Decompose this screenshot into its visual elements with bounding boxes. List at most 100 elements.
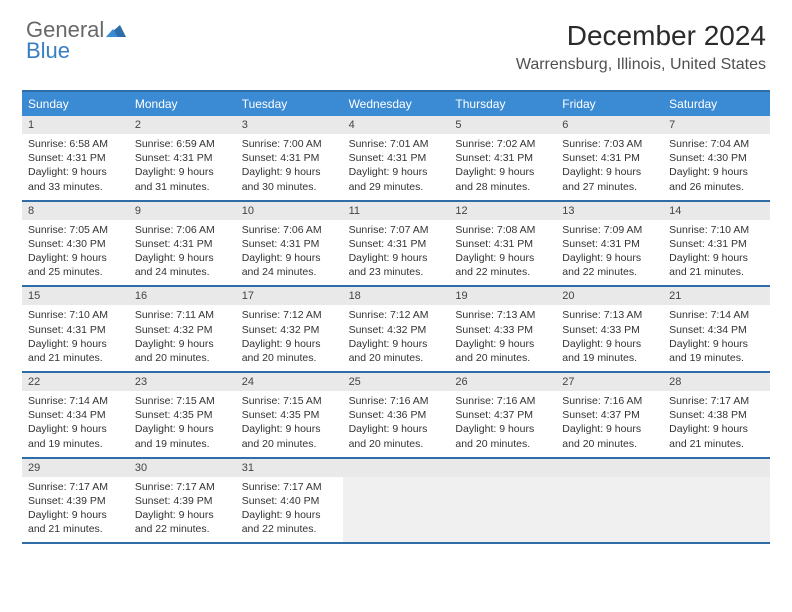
daylight-line-2: and 24 minutes.	[129, 265, 236, 279]
daylight-line-2: and 20 minutes.	[129, 351, 236, 365]
day-number: 18	[343, 287, 450, 305]
sunrise-line: Sunrise: 7:06 AM	[236, 223, 343, 237]
sunrise-line: Sunrise: 7:03 AM	[556, 137, 663, 151]
calendar-cell: 25Sunrise: 7:16 AMSunset: 4:36 PMDayligh…	[343, 373, 450, 457]
day-number: 5	[449, 116, 556, 134]
calendar-week: 22Sunrise: 7:14 AMSunset: 4:34 PMDayligh…	[22, 373, 770, 459]
calendar-cell: 11Sunrise: 7:07 AMSunset: 4:31 PMDayligh…	[343, 202, 450, 286]
header: General Blue December 2024 Warrensburg, …	[0, 0, 792, 80]
daylight-line-1: Daylight: 9 hours	[343, 422, 450, 436]
daylight-line-2: and 20 minutes.	[449, 437, 556, 451]
logo-bottom: Blue	[26, 41, 126, 62]
day-number: 16	[129, 287, 236, 305]
brand-logo: General Blue	[26, 20, 126, 62]
calendar-cell: 7Sunrise: 7:04 AMSunset: 4:30 PMDaylight…	[663, 116, 770, 200]
daylight-line-1: Daylight: 9 hours	[663, 251, 770, 265]
calendar-week: 29Sunrise: 7:17 AMSunset: 4:39 PMDayligh…	[22, 459, 770, 545]
sunrise-line: Sunrise: 7:13 AM	[556, 308, 663, 322]
sunrise-line: Sunrise: 7:05 AM	[22, 223, 129, 237]
daylight-line-2: and 20 minutes.	[343, 351, 450, 365]
day-number: 27	[556, 373, 663, 391]
day-number: 7	[663, 116, 770, 134]
daylight-line-1: Daylight: 9 hours	[449, 165, 556, 179]
day-number: 3	[236, 116, 343, 134]
sunset-line: Sunset: 4:31 PM	[449, 151, 556, 165]
calendar-body: 1Sunrise: 6:58 AMSunset: 4:31 PMDaylight…	[22, 116, 770, 544]
day-number: 29	[22, 459, 129, 477]
sunset-line: Sunset: 4:38 PM	[663, 408, 770, 422]
calendar-cell: 31Sunrise: 7:17 AMSunset: 4:40 PMDayligh…	[236, 459, 343, 543]
day-number: 31	[236, 459, 343, 477]
sunrise-line: Sunrise: 7:06 AM	[129, 223, 236, 237]
calendar-cell-empty	[556, 459, 663, 543]
daylight-line-2: and 20 minutes.	[343, 437, 450, 451]
calendar-cell: 20Sunrise: 7:13 AMSunset: 4:33 PMDayligh…	[556, 287, 663, 371]
calendar-cell: 2Sunrise: 6:59 AMSunset: 4:31 PMDaylight…	[129, 116, 236, 200]
day-number	[556, 459, 663, 477]
daylight-line-1: Daylight: 9 hours	[449, 251, 556, 265]
daylight-line-1: Daylight: 9 hours	[236, 422, 343, 436]
daylight-line-2: and 22 minutes.	[556, 265, 663, 279]
day-number: 8	[22, 202, 129, 220]
sunrise-line: Sunrise: 7:08 AM	[449, 223, 556, 237]
calendar-cell: 14Sunrise: 7:10 AMSunset: 4:31 PMDayligh…	[663, 202, 770, 286]
sunset-line: Sunset: 4:35 PM	[129, 408, 236, 422]
sunrise-line: Sunrise: 7:17 AM	[129, 480, 236, 494]
day-number: 24	[236, 373, 343, 391]
daylight-line-1: Daylight: 9 hours	[663, 165, 770, 179]
daylight-line-1: Daylight: 9 hours	[129, 508, 236, 522]
calendar-cell: 12Sunrise: 7:08 AMSunset: 4:31 PMDayligh…	[449, 202, 556, 286]
sunset-line: Sunset: 4:31 PM	[129, 237, 236, 251]
calendar-cell: 6Sunrise: 7:03 AMSunset: 4:31 PMDaylight…	[556, 116, 663, 200]
sunset-line: Sunset: 4:31 PM	[236, 237, 343, 251]
daylight-line-2: and 22 minutes.	[129, 522, 236, 536]
day-number	[663, 459, 770, 477]
sunrise-line: Sunrise: 7:15 AM	[129, 394, 236, 408]
daylight-line-1: Daylight: 9 hours	[129, 165, 236, 179]
calendar-cell: 29Sunrise: 7:17 AMSunset: 4:39 PMDayligh…	[22, 459, 129, 543]
day-number: 19	[449, 287, 556, 305]
daylight-line-1: Daylight: 9 hours	[556, 251, 663, 265]
daylight-line-2: and 21 minutes.	[22, 522, 129, 536]
daylight-line-1: Daylight: 9 hours	[343, 337, 450, 351]
calendar-week: 8Sunrise: 7:05 AMSunset: 4:30 PMDaylight…	[22, 202, 770, 288]
daylight-line-1: Daylight: 9 hours	[343, 165, 450, 179]
sunrise-line: Sunrise: 7:17 AM	[663, 394, 770, 408]
sunrise-line: Sunrise: 7:04 AM	[663, 137, 770, 151]
sunrise-line: Sunrise: 7:14 AM	[663, 308, 770, 322]
day-header: Friday	[556, 92, 663, 116]
sunrise-line: Sunrise: 7:09 AM	[556, 223, 663, 237]
daylight-line-1: Daylight: 9 hours	[556, 337, 663, 351]
sunrise-line: Sunrise: 6:59 AM	[129, 137, 236, 151]
day-number	[343, 459, 450, 477]
daylight-line-1: Daylight: 9 hours	[129, 337, 236, 351]
day-number: 12	[449, 202, 556, 220]
sunrise-line: Sunrise: 7:14 AM	[22, 394, 129, 408]
title-block: December 2024 Warrensburg, Illinois, Uni…	[516, 20, 766, 74]
calendar: SundayMondayTuesdayWednesdayThursdayFrid…	[22, 90, 770, 544]
daylight-line-1: Daylight: 9 hours	[663, 422, 770, 436]
sunset-line: Sunset: 4:40 PM	[236, 494, 343, 508]
daylight-line-2: and 31 minutes.	[129, 180, 236, 194]
day-number: 28	[663, 373, 770, 391]
daylight-line-1: Daylight: 9 hours	[663, 337, 770, 351]
calendar-cell-empty	[449, 459, 556, 543]
sunset-line: Sunset: 4:31 PM	[129, 151, 236, 165]
location-label: Warrensburg, Illinois, United States	[516, 56, 766, 74]
daylight-line-1: Daylight: 9 hours	[556, 422, 663, 436]
sunset-line: Sunset: 4:32 PM	[129, 323, 236, 337]
day-header: Wednesday	[343, 92, 450, 116]
sunset-line: Sunset: 4:34 PM	[663, 323, 770, 337]
sunset-line: Sunset: 4:32 PM	[343, 323, 450, 337]
calendar-cell: 9Sunrise: 7:06 AMSunset: 4:31 PMDaylight…	[129, 202, 236, 286]
calendar-cell: 23Sunrise: 7:15 AMSunset: 4:35 PMDayligh…	[129, 373, 236, 457]
daylight-line-2: and 33 minutes.	[22, 180, 129, 194]
daylight-line-2: and 20 minutes.	[236, 351, 343, 365]
daylight-line-2: and 30 minutes.	[236, 180, 343, 194]
day-header: Monday	[129, 92, 236, 116]
daylight-line-1: Daylight: 9 hours	[22, 337, 129, 351]
calendar-cell-empty	[663, 459, 770, 543]
day-number: 23	[129, 373, 236, 391]
daylight-line-2: and 20 minutes.	[449, 351, 556, 365]
daylight-line-2: and 19 minutes.	[663, 351, 770, 365]
